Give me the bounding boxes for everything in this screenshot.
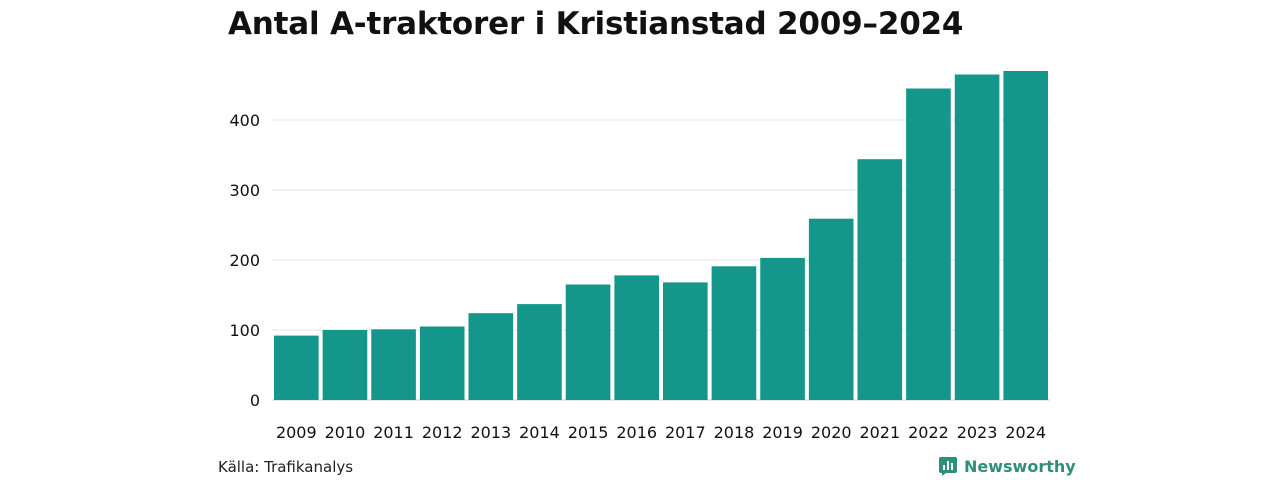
bar-2019	[760, 257, 805, 400]
bar-2021	[857, 159, 903, 400]
x-tick-label: 2010	[325, 423, 366, 442]
y-tick-label: 200	[229, 251, 260, 270]
x-tick-label: 2012	[422, 423, 463, 442]
x-tick-label: 2009	[276, 423, 317, 442]
y-tick-label: 0	[250, 391, 260, 410]
y-tick-label: 400	[229, 111, 260, 130]
bar-2012	[419, 326, 465, 400]
bar-2020	[808, 218, 854, 400]
x-tick-label: 2023	[957, 423, 998, 442]
bar-2017	[663, 282, 708, 400]
x-tick-label: 2019	[762, 423, 803, 442]
x-tick-label: 2022	[908, 423, 949, 442]
y-tick-label: 100	[229, 321, 260, 340]
x-tick-label: 2014	[519, 423, 560, 442]
x-tick-label: 2018	[714, 423, 755, 442]
bar-2010	[322, 330, 368, 400]
x-tick-label: 2021	[859, 423, 900, 442]
bar-2022	[906, 88, 951, 400]
bar-2018	[711, 266, 757, 400]
x-tick-label: 2024	[1005, 423, 1046, 442]
x-tick-label: 2011	[373, 423, 414, 442]
brand-name: Newsworthy	[964, 456, 1076, 476]
x-tick-label: 2013	[470, 423, 511, 442]
y-tick-label: 300	[229, 181, 260, 200]
bar-2014	[517, 304, 562, 400]
x-tick-label: 2020	[811, 423, 852, 442]
bar-2009	[274, 335, 319, 400]
bar-2016	[614, 275, 660, 400]
source-note: Källa: Trafikanalys	[218, 458, 354, 476]
bar-2024	[1003, 71, 1049, 400]
bar-chart-icon	[939, 457, 957, 476]
bar-2015	[565, 284, 611, 400]
x-tick-label: 2016	[616, 423, 657, 442]
chart-title: Antal A-traktorer i Kristianstad 2009–20…	[228, 6, 964, 42]
brand-logo: Newsworthy	[938, 456, 1076, 476]
bar-2011	[371, 329, 416, 400]
bar-2013	[468, 313, 514, 400]
bar-2023	[954, 74, 1000, 400]
x-tick-label: 2017	[665, 423, 706, 442]
x-tick-label: 2015	[568, 423, 609, 442]
